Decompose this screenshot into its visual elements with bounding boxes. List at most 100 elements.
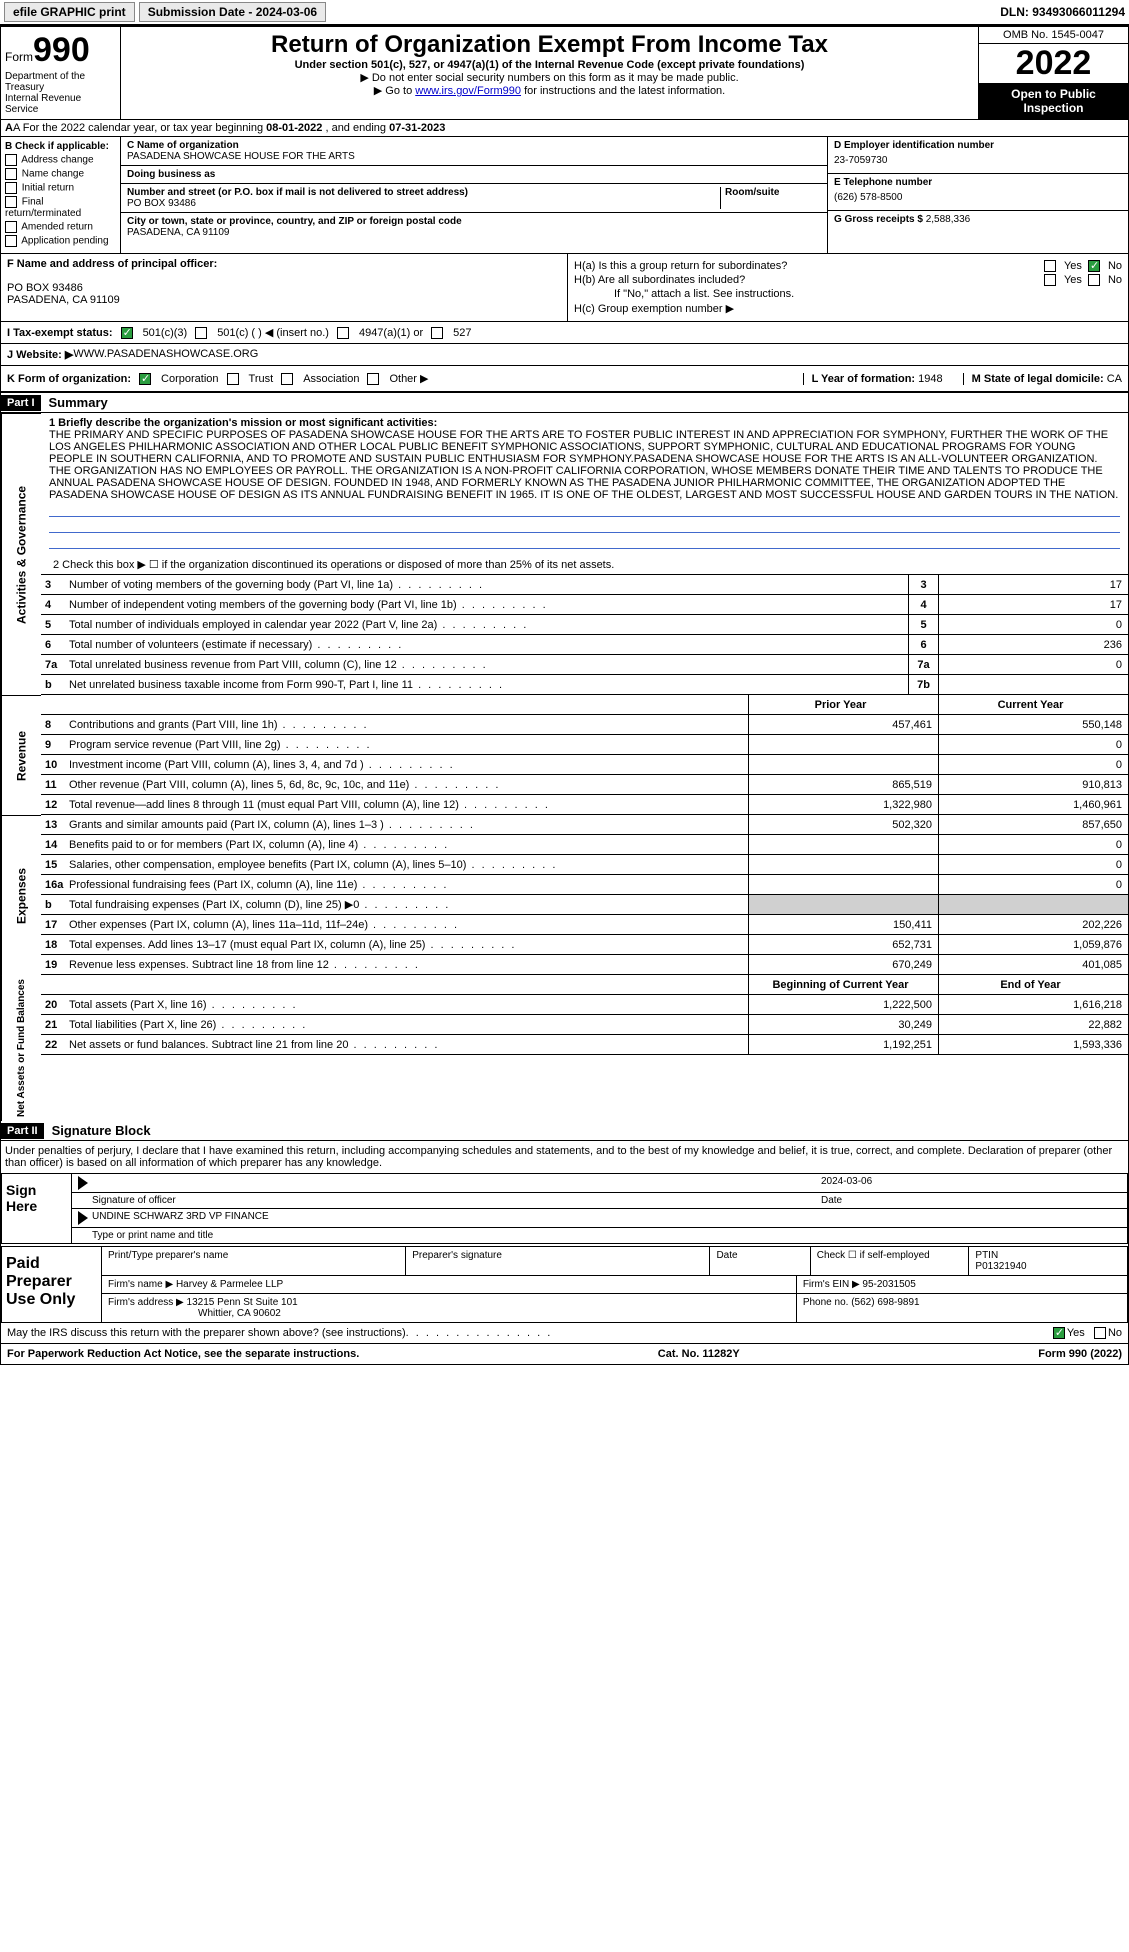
net-section: Beginning of Current Year End of Year 20…: [41, 975, 1128, 1121]
hb-yes[interactable]: [1044, 274, 1056, 286]
part1-title: Summary: [41, 393, 116, 412]
ein-value: 23-7059730: [834, 151, 1122, 170]
section-bcd: B Check if applicable: Address change Na…: [1, 137, 1128, 253]
data-line: 17Other expenses (Part IX, column (A), l…: [41, 915, 1128, 935]
subtitle-3: ▶ Go to www.irs.gov/Form990 for instruct…: [125, 84, 974, 97]
phone-value: (626) 578-8500: [834, 188, 1122, 207]
sig-officer-row: Signature of officer Date: [72, 1193, 1127, 1209]
part2-title: Signature Block: [44, 1121, 159, 1140]
officer-name: UNDINE SCHWARZ 3RD VP FINANCE: [92, 1211, 269, 1225]
check-name-change[interactable]: Name change: [5, 168, 116, 180]
data-line: 13Grants and similar amounts paid (Part …: [41, 815, 1128, 835]
sign-here-right: 2024-03-06 Signature of officer Date UND…: [72, 1174, 1127, 1243]
firm-ein: 95-2031505: [862, 1279, 915, 1290]
officer-addr1: PO BOX 93486: [7, 282, 83, 294]
street-cell: Number and street (or P.O. box if mail i…: [121, 184, 827, 213]
data-line: 19Revenue less expenses. Subtract line 1…: [41, 955, 1128, 975]
data-line: 22Net assets or fund balances. Subtract …: [41, 1035, 1128, 1055]
ha-yes[interactable]: [1044, 260, 1056, 272]
governance-line: 6Total number of volunteers (estimate if…: [41, 635, 1128, 655]
data-line: 16aProfessional fundraising fees (Part I…: [41, 875, 1128, 895]
revenue-header: Prior Year Current Year: [41, 695, 1128, 715]
data-line: 18Total expenses. Add lines 13–17 (must …: [41, 935, 1128, 955]
firm-name: Harvey & Parmelee LLP: [176, 1279, 283, 1290]
hb-note: If "No," attach a list. See instructions…: [574, 288, 1122, 300]
dba-cell: Doing business as: [121, 166, 827, 184]
vtab-expenses: Expenses: [1, 815, 41, 975]
open-to-public: Open to Public Inspection: [979, 83, 1128, 119]
governance-line: bNet unrelated business taxable income f…: [41, 675, 1128, 695]
mission-text: THE PRIMARY AND SPECIFIC PURPOSES OF PAS…: [49, 429, 1118, 501]
tax-year: 2022: [979, 44, 1128, 83]
blank-line: [49, 519, 1120, 533]
data-line: 21Total liabilities (Part X, line 26)30,…: [41, 1015, 1128, 1035]
summary-body: Activities & Governance 1 Briefly descri…: [1, 413, 1128, 1121]
penalty-text: Under penalties of perjury, I declare th…: [1, 1141, 1128, 1173]
submission-button[interactable]: Submission Date - 2024-03-06: [139, 2, 326, 22]
ptin-value: P01321940: [975, 1261, 1026, 1272]
officer-name-row: UNDINE SCHWARZ 3RD VP FINANCE: [72, 1209, 1127, 1228]
governance-line: 5Total number of individuals employed in…: [41, 615, 1128, 635]
check-amended-return[interactable]: Amended return: [5, 221, 116, 233]
check-association[interactable]: [281, 373, 293, 385]
net-header: Beginning of Current Year End of Year: [41, 975, 1128, 995]
city-cell: City or town, state or province, country…: [121, 213, 827, 241]
subtitle-2: ▶ Do not enter social security numbers o…: [125, 71, 974, 84]
year-formation: L Year of formation: 1948: [803, 373, 943, 385]
website-value: WWW.PASADENASHOWCASE.ORG: [73, 348, 258, 361]
dln: DLN: 93493066011294: [1000, 5, 1125, 19]
hb-no[interactable]: [1088, 274, 1100, 286]
vtab-governance: Activities & Governance: [1, 413, 41, 695]
efile-button[interactable]: efile GRAPHIC print: [4, 2, 135, 22]
mission-block: 1 Briefly describe the organization's mi…: [41, 413, 1128, 555]
omb-number: OMB No. 1545-0047: [979, 27, 1128, 44]
data-line: 15Salaries, other compensation, employee…: [41, 855, 1128, 875]
firm-phone: (562) 698-9891: [851, 1297, 919, 1308]
city-value: PASADENA, CA 91109: [127, 227, 821, 238]
topbar: efile GRAPHIC print Submission Date - 20…: [0, 0, 1129, 26]
firm-addr2: Whittier, CA 90602: [108, 1308, 281, 1319]
col-d-right: D Employer identification number 23-7059…: [828, 137, 1128, 253]
check-4947[interactable]: [337, 327, 349, 339]
row-fh: F Name and address of principal officer:…: [1, 253, 1128, 322]
check-corporation[interactable]: [139, 373, 151, 385]
check-other[interactable]: [367, 373, 379, 385]
part1-header-row: Part I Summary: [1, 393, 1128, 413]
data-line: 14Benefits paid to or for members (Part …: [41, 835, 1128, 855]
check-initial-return[interactable]: Initial return: [5, 182, 116, 194]
form-header: Form990 Department of the Treasury Inter…: [1, 27, 1128, 120]
form-area: Form990 Department of the Treasury Inter…: [0, 26, 1129, 1365]
ha-no[interactable]: [1088, 260, 1100, 272]
paid-preparer-right: Print/Type preparer's name Preparer's si…: [102, 1247, 1127, 1322]
row-k-form-org: K Form of organization: Corporation Trus…: [1, 366, 1128, 393]
discuss-no[interactable]: [1094, 1327, 1106, 1339]
vtab-net: Net Assets or Fund Balances: [1, 975, 41, 1121]
org-name: PASADENA SHOWCASE HOUSE FOR THE ARTS: [127, 151, 821, 162]
gross-value: 2,588,336: [926, 214, 971, 225]
col-b-label: B Check if applicable:: [5, 141, 109, 152]
check-501c[interactable]: [195, 327, 207, 339]
revenue-section: Prior Year Current Year 8Contributions a…: [41, 695, 1128, 815]
irs-link[interactable]: www.irs.gov/Form990: [415, 85, 521, 97]
check-501c3[interactable]: [121, 327, 133, 339]
hc-row: H(c) Group exemption number ▶: [574, 302, 1122, 315]
check-527[interactable]: [431, 327, 443, 339]
footer-right: Form 990 (2022): [1038, 1348, 1122, 1360]
row-i-tax-exempt: I Tax-exempt status: 501(c)(3) 501(c) ( …: [1, 322, 1128, 344]
firm-name-row: Firm's name ▶ Harvey & Parmelee LLP Firm…: [102, 1276, 1127, 1294]
arrow-icon: [78, 1211, 88, 1225]
sig-date: 2024-03-06: [821, 1176, 1121, 1190]
gross-cell: G Gross receipts $ 2,588,336: [828, 211, 1128, 228]
data-line: 20Total assets (Part X, line 16)1,222,50…: [41, 995, 1128, 1015]
ein-cell: D Employer identification number 23-7059…: [828, 137, 1128, 174]
col-f-officer: F Name and address of principal officer:…: [1, 254, 568, 321]
data-line: 12Total revenue—add lines 8 through 11 (…: [41, 795, 1128, 815]
check-trust[interactable]: [227, 373, 239, 385]
check-final-return[interactable]: Final return/terminated: [5, 196, 116, 219]
sig-date-row: 2024-03-06: [72, 1174, 1127, 1193]
check-address-change[interactable]: Address change: [5, 154, 116, 166]
row-a-tax-year: AA For the 2022 calendar year, or tax ye…: [1, 120, 1128, 137]
part2-badge: Part II: [1, 1123, 44, 1139]
check-application-pending[interactable]: Application pending: [5, 235, 116, 247]
discuss-yes[interactable]: [1053, 1327, 1065, 1339]
